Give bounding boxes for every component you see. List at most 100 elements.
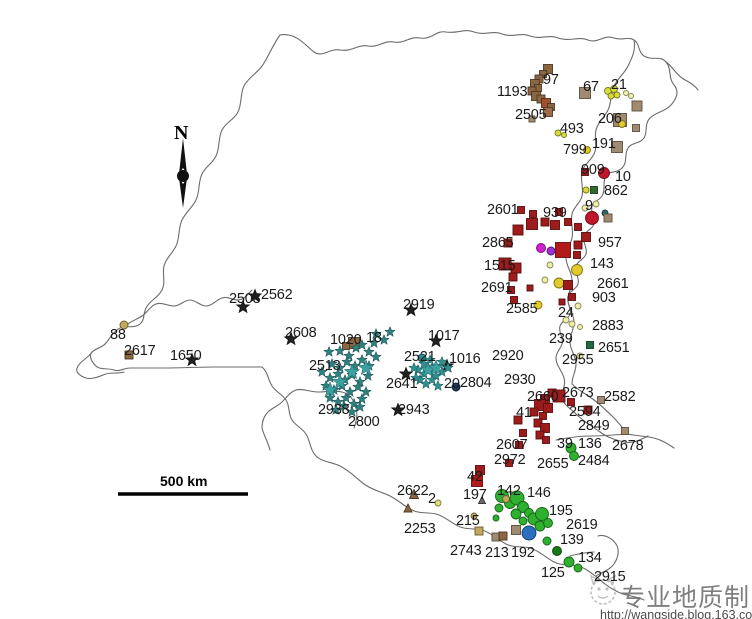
map-symbol-star <box>283 331 299 346</box>
map-symbol-circle <box>610 85 618 93</box>
map-symbol-star <box>442 361 454 373</box>
map-symbol-circle <box>592 200 600 208</box>
map-symbol-star <box>424 353 436 365</box>
map-symbol-square <box>475 465 485 475</box>
map-symbol-circle <box>583 146 591 154</box>
map-symbol-square <box>535 430 545 440</box>
map-symbol-square <box>533 418 543 428</box>
map-symbol-star <box>321 381 339 398</box>
map-symbol-square <box>543 107 553 117</box>
map-symbol-circle <box>598 167 610 179</box>
map-symbol-circle <box>494 503 504 513</box>
map-symbol-star <box>343 349 355 361</box>
map-symbol-square <box>508 272 518 282</box>
map-symbol-star <box>341 355 353 367</box>
map-symbol-circle <box>518 516 528 526</box>
map-symbol-star <box>235 299 251 314</box>
region-boundary <box>76 30 699 601</box>
map-symbol-circle <box>509 490 525 506</box>
map-symbol-square <box>590 186 598 194</box>
map-symbol-square <box>539 412 547 420</box>
map-symbol-circle <box>535 507 549 521</box>
map-symbol-star <box>334 344 346 356</box>
map-symbol-circle <box>581 204 589 212</box>
map-symbol-star <box>331 373 349 390</box>
map-symbol-circle <box>628 93 634 99</box>
map-symbol-circle <box>553 277 565 289</box>
map-symbol-star <box>326 357 338 369</box>
map-symbol-circle <box>582 186 590 194</box>
map-symbol-circle <box>546 246 556 256</box>
map-symbol-square <box>342 342 350 350</box>
map-symbol-triangle <box>408 488 420 499</box>
map-symbol-square <box>124 350 134 360</box>
map-symbol-square <box>621 427 629 435</box>
map-symbol-square <box>581 168 589 176</box>
map-symbol-circle <box>502 495 510 503</box>
map-symbol-circle <box>562 316 570 324</box>
map-symbol-square <box>526 218 538 230</box>
map-symbol-star <box>356 338 368 350</box>
map-symbol-square <box>498 257 512 271</box>
map-symbol-star <box>330 403 342 415</box>
map-symbol-square <box>573 240 583 250</box>
map-symbol-circle <box>561 132 567 138</box>
map-symbol-star <box>427 359 445 376</box>
map-symbol-star <box>332 367 344 379</box>
map-symbol-square <box>543 403 553 413</box>
map-symbol-square <box>517 206 525 214</box>
map-symbol-square <box>597 396 605 404</box>
map-symbol-circle <box>521 525 537 541</box>
map-symbol-star <box>338 399 350 411</box>
map-symbol-star <box>384 325 396 337</box>
map-symbol-square <box>540 217 550 227</box>
map-symbol-star <box>346 405 358 417</box>
map-symbol-star <box>343 363 361 380</box>
map-symbol-star <box>356 392 368 404</box>
map-symbol-square <box>563 280 573 290</box>
map-symbol-circle <box>552 546 562 556</box>
map-symbol-square <box>573 251 581 259</box>
map-symbol-star <box>362 369 374 381</box>
map-symbol-square <box>513 415 523 425</box>
map-symbol-square <box>567 398 575 406</box>
map-symbol-square <box>568 293 576 301</box>
map-symbol-square <box>526 284 534 292</box>
map-symbol-circle <box>470 512 478 520</box>
map-symbol-star <box>324 371 336 383</box>
map-symbol-circle <box>554 129 562 137</box>
map-symbol-triangle <box>477 495 487 504</box>
map-symbol-star <box>332 395 344 407</box>
map-symbol-square <box>564 218 572 226</box>
map-symbol-star <box>408 361 420 373</box>
map-symbol-square <box>474 526 484 536</box>
map-symbol-square <box>503 238 513 248</box>
map-symbol-circle <box>574 302 582 310</box>
map-symbol-circle <box>536 243 546 253</box>
map-symbol-circle <box>543 518 553 528</box>
map-symbol-circle <box>510 508 522 520</box>
map-symbol-circle <box>492 514 500 522</box>
map-symbol-circle <box>119 320 129 330</box>
map-symbol-square <box>519 429 527 437</box>
map-symbol-circle <box>451 382 461 392</box>
map-symbol-square <box>540 423 550 433</box>
map-symbol-circle <box>542 536 552 546</box>
map-symbol-circle <box>533 300 543 310</box>
map-symbol-circle <box>563 556 575 568</box>
map-symbol-square <box>583 405 593 415</box>
map-symbol-star <box>428 333 444 348</box>
watermark-url: http://wangside.blog.163.com/ <box>600 608 752 619</box>
map-symbol-circle <box>623 90 629 96</box>
map-symbol-square <box>471 475 483 487</box>
map-symbol-star <box>426 373 438 385</box>
map-symbol-star <box>410 371 422 383</box>
map-symbol-star <box>378 333 390 345</box>
symbol-layer <box>119 64 643 573</box>
map-symbol-square <box>515 441 523 449</box>
map-symbol-square <box>555 242 571 258</box>
map-symbol-circle <box>546 261 554 269</box>
map-symbol-square <box>552 389 566 403</box>
map-symbol-star <box>323 345 335 357</box>
map-symbol-star <box>356 353 368 365</box>
